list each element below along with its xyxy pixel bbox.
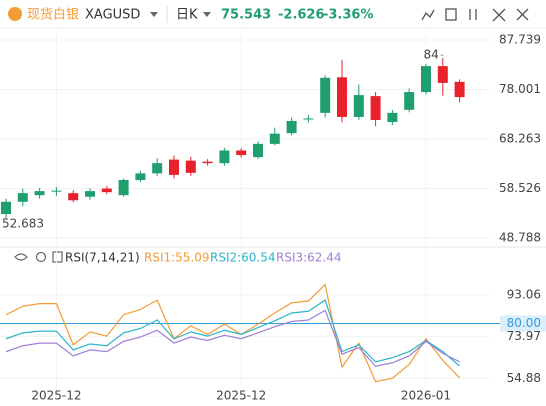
- candle-body: [337, 77, 347, 117]
- y-tick-label: 48.788: [499, 230, 541, 244]
- y-tick-label: 68.263: [499, 131, 541, 145]
- panel-icon[interactable]: [52, 251, 63, 263]
- toolbar: [421, 8, 529, 22]
- candle-body: [303, 118, 314, 120]
- candle-body: [421, 66, 431, 93]
- tool-line[interactable]: [421, 9, 435, 21]
- candle-body: [118, 179, 129, 196]
- legend-item: RSI2:60.54: [210, 251, 276, 265]
- tool-candles[interactable]: [469, 9, 477, 20]
- x-tick-label: 2025-12: [216, 389, 266, 403]
- legend-item: RSI1:55.09: [144, 251, 210, 265]
- candle-body: [219, 150, 230, 164]
- rsi-line: [5, 309, 460, 367]
- candle-body: [68, 193, 79, 201]
- candle-body: [17, 193, 28, 202]
- candle-body: [236, 150, 247, 156]
- rsi-line: [5, 283, 461, 383]
- candle-body: [320, 77, 331, 113]
- y-tick-label: 73.97: [507, 329, 541, 343]
- rsi-icons: [14, 251, 63, 263]
- tool-draw[interactable]: [445, 8, 457, 21]
- dropdown-arrow[interactable]: [203, 12, 211, 17]
- y-tick-label: 54.88: [507, 371, 541, 385]
- x-tick-label: 2025-12: [31, 389, 81, 403]
- legend-item: RSI3:62.44: [276, 251, 342, 265]
- logo: [8, 7, 22, 21]
- candle-body: [437, 66, 448, 83]
- change: -2.626: [278, 8, 325, 23]
- high-label: 84: [424, 48, 439, 62]
- y-tick-label: 58.526: [499, 181, 541, 195]
- dropdown-arrow[interactable]: [150, 12, 158, 17]
- rsi-line: [5, 299, 460, 367]
- candle-body: [370, 96, 381, 120]
- y-tick-label: 78.001: [499, 82, 541, 96]
- candle-body: [253, 143, 263, 158]
- symbol[interactable]: XAGUSD: [85, 8, 140, 23]
- candle-body: [454, 81, 465, 98]
- candle-body: [286, 121, 297, 134]
- eye-icon[interactable]: [14, 253, 28, 261]
- candle-body: [353, 95, 364, 117]
- x-tick-label: 2026-01: [401, 389, 451, 403]
- instrument-name: 现货白银: [27, 7, 79, 23]
- candle-body: [34, 191, 45, 196]
- last-price: 75.543: [221, 8, 271, 23]
- candle-body: [135, 173, 146, 180]
- settings-icon[interactable]: [35, 251, 47, 263]
- ref-label-box: [500, 315, 546, 332]
- candle-body: [185, 160, 196, 173]
- y-tick-label: 93.06: [507, 287, 541, 301]
- candle-body: [387, 112, 398, 123]
- candle-body: [51, 190, 62, 192]
- candle-body: [269, 133, 280, 144]
- candle-body: [404, 92, 415, 110]
- candle-body: [1, 201, 11, 214]
- period[interactable]: 日K: [176, 8, 198, 23]
- candle-body: [202, 161, 213, 164]
- low-label: 52.683: [2, 217, 44, 231]
- change-percent: -3.36%: [323, 8, 374, 23]
- candle-body: [152, 163, 163, 174]
- tool-settings[interactable]: [492, 8, 506, 22]
- y-tick-label: 80.00: [507, 316, 541, 330]
- indicator-name: RSI(7,14,21): [65, 251, 140, 265]
- candle-body: [169, 159, 179, 175]
- candle-body: [101, 188, 112, 193]
- tool-close[interactable]: [516, 8, 529, 21]
- candle-body: [85, 191, 95, 197]
- y-tick-label: 87.739: [499, 32, 541, 46]
